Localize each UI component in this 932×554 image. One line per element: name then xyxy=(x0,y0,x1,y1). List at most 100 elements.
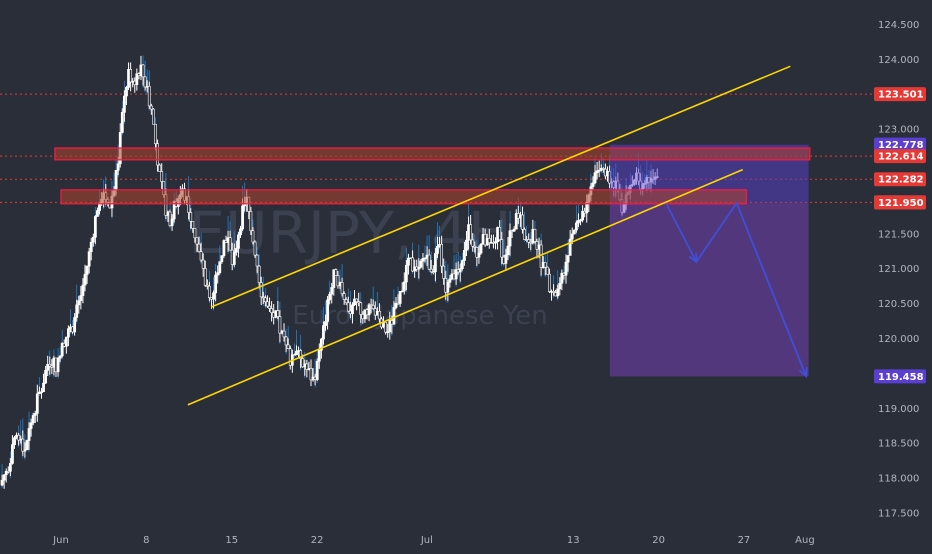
candle-body xyxy=(446,282,450,293)
candle-body xyxy=(487,238,491,243)
candle-body xyxy=(239,228,242,236)
candle-body xyxy=(344,299,348,304)
price-tick-label: 123.000 xyxy=(878,125,919,136)
candle-body xyxy=(473,245,477,248)
candle-body xyxy=(477,252,481,258)
candle-body xyxy=(263,297,267,303)
candle-body xyxy=(29,422,33,429)
candle-body xyxy=(199,251,203,261)
candle-body xyxy=(241,205,244,230)
candle-body xyxy=(597,169,601,172)
channel-lower-line[interactable] xyxy=(187,168,744,406)
candle-body xyxy=(334,269,338,276)
candle-body xyxy=(543,262,547,268)
time-tick-label: 20 xyxy=(652,535,665,546)
candle-body xyxy=(454,269,458,280)
channel-upper-line[interactable] xyxy=(210,65,791,308)
candle-body xyxy=(494,241,497,244)
candle-body xyxy=(56,358,60,373)
candle-body xyxy=(284,336,288,346)
projection-box-bottom[interactable] xyxy=(609,202,809,377)
price-tag-label: 121.950 xyxy=(878,198,924,209)
candle-body xyxy=(579,219,582,222)
candle-body xyxy=(44,369,48,384)
candle-body xyxy=(286,344,290,349)
candle-body xyxy=(429,268,433,273)
candle-body xyxy=(11,444,14,464)
projection-arrow-path[interactable] xyxy=(665,201,807,377)
candle-body xyxy=(498,227,502,240)
candle-body xyxy=(558,283,562,290)
candle-body xyxy=(419,260,423,268)
candle-body xyxy=(460,260,464,269)
time-tick-label: Aug xyxy=(795,535,815,546)
candle-body xyxy=(564,261,568,276)
candle-body xyxy=(120,112,124,133)
candle-body xyxy=(417,266,421,270)
candle-body xyxy=(259,282,263,298)
candle-body xyxy=(143,76,147,88)
time-tick-label: Jun xyxy=(52,535,69,546)
candle-body xyxy=(4,470,8,476)
candle-body xyxy=(357,301,361,304)
candle-body xyxy=(301,358,305,368)
time-axis[interactable]: Jun 8 15 22 Jul 13 20 27 Aug xyxy=(52,535,815,546)
candle-body xyxy=(17,434,21,441)
candle-body xyxy=(154,123,157,145)
candle-body xyxy=(228,237,232,251)
sr-zone[interactable] xyxy=(54,147,811,161)
candle-body xyxy=(64,336,68,347)
candle-body xyxy=(13,437,16,445)
candle-body xyxy=(570,233,574,240)
arrow-head xyxy=(798,367,808,379)
candle-body xyxy=(421,258,425,262)
candle-body xyxy=(295,350,298,356)
candle-body xyxy=(255,254,259,267)
candle-body xyxy=(309,368,313,381)
candle-body xyxy=(315,361,319,380)
sr-zone[interactable] xyxy=(60,189,747,205)
candle-body xyxy=(96,210,99,217)
candle-body xyxy=(216,272,220,276)
candle-body xyxy=(556,288,560,297)
candle-body xyxy=(324,321,327,326)
candle-body xyxy=(21,438,25,452)
candle-body xyxy=(328,293,332,301)
price-tag-label: 119.458 xyxy=(878,372,924,383)
candle-body xyxy=(251,230,255,243)
candle-body xyxy=(152,108,155,125)
candle-body xyxy=(471,239,475,247)
candle-body xyxy=(407,257,410,266)
candle-body xyxy=(574,222,578,231)
candle-body xyxy=(2,474,6,481)
candle-body xyxy=(149,105,153,110)
candle-body xyxy=(282,330,286,338)
candle-body xyxy=(208,285,211,298)
candle-body xyxy=(27,428,31,441)
candle-body xyxy=(404,264,408,283)
candle-body xyxy=(135,73,139,85)
candle-body xyxy=(218,261,222,274)
time-tick-label: 13 xyxy=(567,535,580,546)
candle-body xyxy=(232,252,236,265)
candle-body xyxy=(440,244,444,267)
drawing-overlays[interactable] xyxy=(54,65,811,406)
time-tick-label: Jul xyxy=(420,535,433,546)
candle-body xyxy=(591,182,595,187)
price-axis[interactable]: 124.500 124.000 123.000 121.500 121.000 120.5… xyxy=(874,20,926,520)
candle-body xyxy=(261,296,265,299)
price-tick-label: 120.000 xyxy=(878,334,919,345)
candle-body xyxy=(402,281,406,292)
candle-body xyxy=(388,320,392,333)
candle-body xyxy=(147,86,151,107)
candle-body xyxy=(319,338,323,351)
price-tag-label: 122.614 xyxy=(878,152,924,163)
price-tick-label: 120.500 xyxy=(878,299,919,310)
candle-body xyxy=(533,228,537,242)
candle-body xyxy=(193,228,197,239)
candle-body xyxy=(129,69,133,83)
candle-body xyxy=(305,363,309,370)
candle-body xyxy=(205,284,209,287)
